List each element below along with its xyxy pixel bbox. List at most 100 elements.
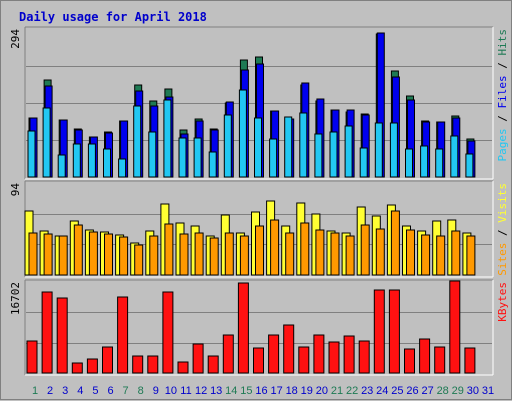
kbytes-bar — [41, 291, 53, 374]
legend-visits: Visits — [496, 183, 509, 223]
kbytes-bar — [464, 347, 476, 374]
sites-bar — [406, 229, 415, 276]
kbytes-bar — [86, 358, 98, 374]
day-label: 1 — [32, 385, 38, 397]
pages-bar — [42, 107, 51, 178]
sites-bar — [390, 210, 400, 276]
panel-hits-files-pages: 294 Pages / Files / Hits — [9, 26, 509, 180]
kbytes-bar — [268, 334, 280, 374]
sites-bar — [104, 233, 113, 276]
day-label: 26 — [406, 385, 418, 397]
sites-bar — [164, 223, 174, 276]
day-label: 25 — [391, 385, 403, 397]
sites-bar — [209, 237, 219, 276]
y-max-label: 294 — [9, 29, 22, 49]
day-label: 10 — [165, 385, 177, 397]
day-label: 8 — [138, 385, 144, 397]
sites-bar — [345, 235, 355, 276]
sites-bar — [28, 232, 38, 276]
kbytes-bar — [117, 296, 129, 374]
kbytes-bar — [132, 355, 144, 374]
sites-bar — [149, 235, 159, 276]
legend-sep: / — [496, 223, 509, 243]
sites-bar — [466, 235, 476, 276]
sites-bar — [194, 232, 204, 276]
pages-bar — [284, 116, 293, 178]
pages-bar — [223, 114, 232, 178]
sites-bar — [224, 232, 234, 276]
sites-bar — [239, 235, 249, 276]
sites-bar — [436, 235, 446, 276]
pages-bar — [72, 143, 81, 178]
sites-bar — [43, 233, 53, 276]
pages-bar — [238, 89, 247, 178]
kbytes-bar — [343, 335, 355, 374]
kbytes-bar — [313, 334, 325, 374]
legend: Pages / Files / Hits — [496, 29, 509, 162]
kbytes-bar — [102, 346, 113, 374]
pages-bar — [208, 151, 217, 178]
kbytes-bar — [207, 355, 219, 374]
day-label: 3 — [62, 385, 68, 397]
day-label: 23 — [361, 385, 373, 397]
day-label: 6 — [107, 385, 113, 397]
day-label: 16 — [255, 385, 267, 397]
y-max-label: 16702 — [9, 282, 22, 315]
pages-bar — [163, 99, 172, 178]
day-label: 21 — [331, 385, 343, 397]
kbytes-bar — [404, 348, 415, 374]
sites-bar — [360, 224, 370, 276]
sites-bar — [285, 232, 295, 276]
sites-bar — [300, 222, 310, 276]
legend-sites: Sites — [496, 243, 509, 276]
pages-bar — [405, 148, 413, 178]
sites-bar — [451, 230, 461, 276]
kbytes-bar — [358, 340, 370, 374]
kbytes-bar — [298, 346, 310, 374]
pages-bar — [148, 131, 157, 178]
day-label: 19 — [301, 385, 313, 397]
day-label: 11 — [180, 385, 191, 397]
day-label: 28 — [437, 385, 449, 397]
day-label: 22 — [346, 385, 358, 397]
legend-kbytes: KBytes — [496, 282, 509, 322]
day-label: 31 — [482, 385, 494, 397]
legend-sep: / — [496, 56, 509, 76]
kbytes-bar — [328, 341, 340, 374]
day-label: 5 — [92, 385, 98, 397]
day-label: 29 — [452, 385, 464, 397]
sites-bar — [73, 224, 83, 276]
legend-hits: Hits — [496, 29, 509, 56]
kbytes-bar — [71, 362, 83, 374]
pages-bar — [450, 135, 459, 178]
kbytes-bar — [449, 280, 461, 374]
kbytes-bar — [147, 355, 159, 374]
kbytes-bar — [26, 340, 38, 374]
kbytes-bar — [373, 289, 385, 374]
y-max-label: 94 — [9, 183, 22, 197]
legend-sep: / — [496, 109, 509, 129]
sites-bar — [270, 219, 280, 276]
pages-bar — [389, 122, 398, 178]
pages-bar — [344, 125, 353, 178]
sites-bar — [255, 225, 264, 276]
day-label: 9 — [153, 385, 159, 397]
pages-bar — [103, 148, 111, 178]
kbytes-bar — [283, 324, 295, 374]
sites-bar — [375, 228, 385, 276]
pages-bar — [57, 154, 66, 178]
day-label: 20 — [316, 385, 328, 397]
chart-title: Daily usage for April 2018 — [19, 10, 207, 24]
kbytes-bar — [56, 297, 68, 374]
pages-bar — [299, 112, 308, 178]
sites-bar — [134, 244, 144, 276]
pages-bar — [465, 153, 474, 178]
pages-bar — [118, 158, 127, 178]
pages-bar — [27, 130, 36, 178]
day-label: 7 — [123, 385, 129, 397]
pages-bar — [314, 133, 323, 178]
day-label: 12 — [195, 385, 207, 397]
day-label: 13 — [210, 385, 222, 397]
